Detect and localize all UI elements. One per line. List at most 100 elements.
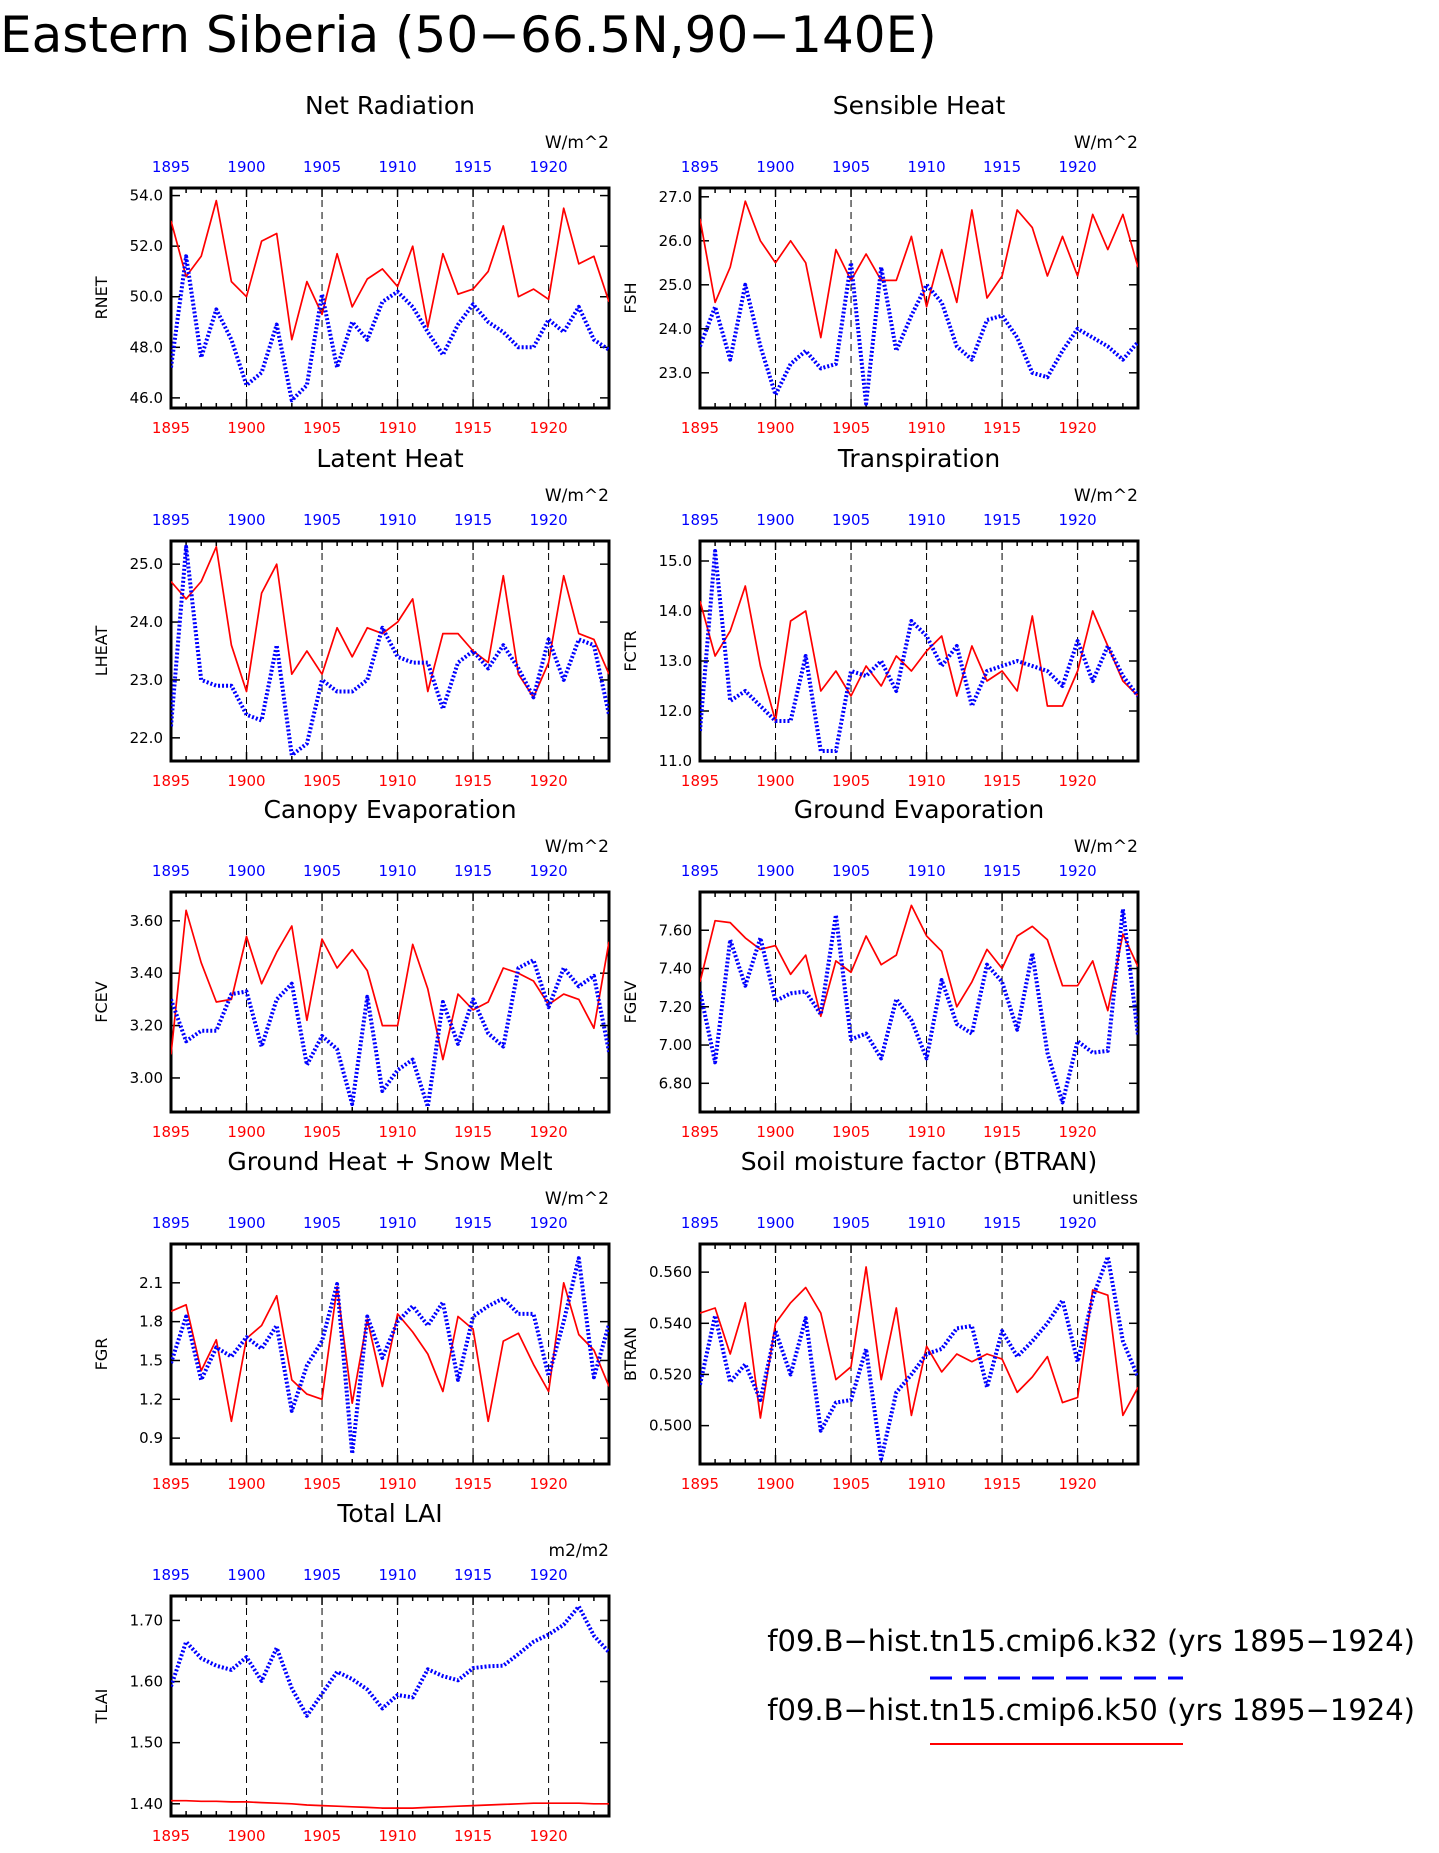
chart-4-ylabel-tick-0: 3.00 (130, 1069, 163, 1087)
chart-4-xlabel-top-5: 1920 (529, 862, 567, 880)
chart-8-xlabel-bottom-4: 1915 (454, 1827, 492, 1845)
chart-2-xlabel-bottom-4: 1915 (454, 772, 492, 790)
chart-7-xlabel-top-5: 1920 (1058, 1214, 1096, 1232)
chart-1-ylabel-tick-0: 23.0 (659, 364, 692, 382)
chart-3-ylabel-tick-2: 13.0 (659, 652, 692, 670)
chart-5-ylabel-tick-3: 7.40 (659, 960, 692, 978)
chart-1-xlabel-top-0: 1895 (681, 158, 719, 176)
chart-2-xlabel-top-4: 1915 (454, 511, 492, 529)
chart-0-xlabel-top-0: 1895 (152, 158, 190, 176)
chart-0-xlabel-top-2: 1905 (303, 158, 341, 176)
chart-4-xlabel-bottom-1: 1900 (227, 1123, 265, 1141)
chart-7-xlabel-top-2: 1905 (832, 1214, 870, 1232)
chart-8-xlabel-bottom-3: 1910 (378, 1827, 416, 1845)
chart-5-xlabel-bottom-0: 1895 (681, 1123, 719, 1141)
chart-6-xlabel-bottom-5: 1920 (529, 1475, 567, 1493)
chart-1-xlabel-top-3: 1910 (907, 158, 945, 176)
chart-0-xlabel-bottom-1: 1900 (227, 419, 265, 437)
chart-7-xlabel-top-1: 1900 (756, 1214, 794, 1232)
chart-6-xlabel-bottom-1: 1900 (227, 1475, 265, 1493)
chart-7-xlabel-bottom-2: 1905 (832, 1475, 870, 1493)
chart-2-xlabel-top-2: 1905 (303, 511, 341, 529)
chart-3-ylabel: FCTR (621, 630, 640, 671)
chart-0-xlabel-bottom-4: 1915 (454, 419, 492, 437)
chart-2-ylabel: LHEAT (92, 626, 111, 677)
chart-0-xlabel-top-3: 1910 (378, 158, 416, 176)
chart-6-frame (169, 1242, 611, 1466)
chart-5-xlabel-top-3: 1910 (907, 862, 945, 880)
chart-5-xlabel-top-2: 1905 (832, 862, 870, 880)
chart-3-xlabel-bottom-3: 1910 (907, 772, 945, 790)
chart-1-title: Sensible Heat (833, 91, 1006, 120)
chart-6-ylabel-tick-0: 0.9 (139, 1429, 163, 1447)
chart-panel-6: Ground Heat + Snow Melt W/m^2 FGR 1895 1895 1… (92, 1147, 611, 1493)
chart-4-xlabel-top-1: 1900 (227, 862, 265, 880)
chart-3-title: Transpiration (837, 444, 1000, 473)
chart-5-xlabel-bottom-4: 1915 (983, 1123, 1021, 1141)
chart-1-ylabel: FSH (621, 282, 640, 313)
chart-8-title: Total LAI (336, 1499, 442, 1528)
chart-8-ylabel-tick-3: 1.70 (130, 1611, 163, 1629)
chart-8-ylabel-tick-1: 1.50 (130, 1734, 163, 1752)
chart-4-xlabel-top-3: 1910 (378, 862, 416, 880)
chart-4-series-k32 (171, 958, 609, 1109)
chart-panel-5: Ground Evaporation W/m^2 FGEV 1895 1895 1900 1… (621, 795, 1140, 1141)
chart-4-ylabel-tick-2: 3.40 (130, 964, 163, 982)
chart-4-xlabel-top-4: 1915 (454, 862, 492, 880)
chart-6-title: Ground Heat + Snow Melt (227, 1147, 552, 1176)
chart-2-ylabel-tick-0: 22.0 (130, 729, 163, 747)
chart-5-xlabel-bottom-1: 1900 (756, 1123, 794, 1141)
chart-1-ylabel-tick-4: 27.0 (659, 188, 692, 206)
chart-panel-0: Net Radiation W/m^2 RNET 1895 1895 1900 1900 19… (92, 91, 611, 437)
chart-panel-8: Total LAI m2/m2 TLAI 1895 1895 1900 1900 1905 19… (92, 1499, 611, 1845)
chart-0-xlabel-top-1: 1900 (227, 158, 265, 176)
chart-0-ylabel-tick-1: 48.0 (130, 338, 163, 356)
chart-panel-3: Transpiration W/m^2 FCTR 1895 1895 1900 1900 19… (621, 444, 1140, 790)
chart-0-xlabel-top-5: 1920 (529, 158, 567, 176)
chart-2-series-k50 (171, 545, 609, 699)
chart-0-ylabel-tick-4: 54.0 (130, 187, 163, 205)
chart-1-series-k32 (700, 260, 1138, 406)
chart-1-series-k50 (700, 200, 1138, 339)
chart-5-units: W/m^2 (1074, 837, 1138, 857)
chart-1-xlabel-bottom-5: 1920 (1058, 419, 1096, 437)
chart-2-xlabel-top-1: 1900 (227, 511, 265, 529)
chart-8-xlabel-bottom-2: 1905 (303, 1827, 341, 1845)
chart-3-xlabel-bottom-1: 1900 (756, 772, 794, 790)
chart-8-xlabel-top-0: 1895 (152, 1566, 190, 1584)
chart-7-xlabel-top-4: 1915 (983, 1214, 1021, 1232)
chart-2-xlabel-bottom-0: 1895 (152, 772, 190, 790)
chart-8-xlabel-top-4: 1915 (454, 1566, 492, 1584)
chart-0-ylabel-tick-3: 52.0 (130, 237, 163, 255)
chart-1-xlabel-bottom-4: 1915 (983, 419, 1021, 437)
chart-3-xlabel-top-0: 1895 (681, 511, 719, 529)
chart-8-xlabel-top-5: 1920 (529, 1566, 567, 1584)
chart-5-ylabel-tick-1: 7.00 (659, 1036, 692, 1054)
chart-2-units: W/m^2 (545, 486, 609, 506)
chart-panel-4: Canopy Evaporation W/m^2 FCEV 1895 1895 1900 1… (92, 795, 611, 1141)
chart-3-xlabel-bottom-4: 1915 (983, 772, 1021, 790)
chart-1-xlabel-top-4: 1915 (983, 158, 1021, 176)
chart-0-xlabel-bottom-3: 1910 (378, 419, 416, 437)
chart-6-ylabel-tick-2: 1.5 (139, 1351, 163, 1369)
chart-3-ylabel-tick-0: 11.0 (659, 752, 692, 770)
chart-6-ylabel-tick-3: 1.8 (139, 1313, 163, 1331)
chart-5-ylabel: FGEV (621, 981, 640, 1024)
chart-1-xlabel-top-1: 1900 (756, 158, 794, 176)
chart-3-frame (698, 539, 1140, 763)
chart-6-xlabel-bottom-0: 1895 (152, 1475, 190, 1493)
chart-1-xlabel-bottom-2: 1905 (832, 419, 870, 437)
chart-1-xlabel-top-5: 1920 (1058, 158, 1096, 176)
chart-6-ylabel-tick-4: 2.1 (139, 1274, 163, 1292)
chart-0-units: W/m^2 (545, 133, 609, 153)
chart-2-ylabel-tick-1: 23.0 (130, 671, 163, 689)
chart-8-ylabel-tick-2: 1.60 (130, 1673, 163, 1691)
chart-3-xlabel-top-4: 1915 (983, 511, 1021, 529)
chart-4-units: W/m^2 (545, 837, 609, 857)
chart-5-frame (698, 890, 1140, 1114)
chart-5-xlabel-top-1: 1900 (756, 862, 794, 880)
chart-0-series-k32 (171, 254, 609, 403)
chart-7-xlabel-top-3: 1910 (907, 1214, 945, 1232)
